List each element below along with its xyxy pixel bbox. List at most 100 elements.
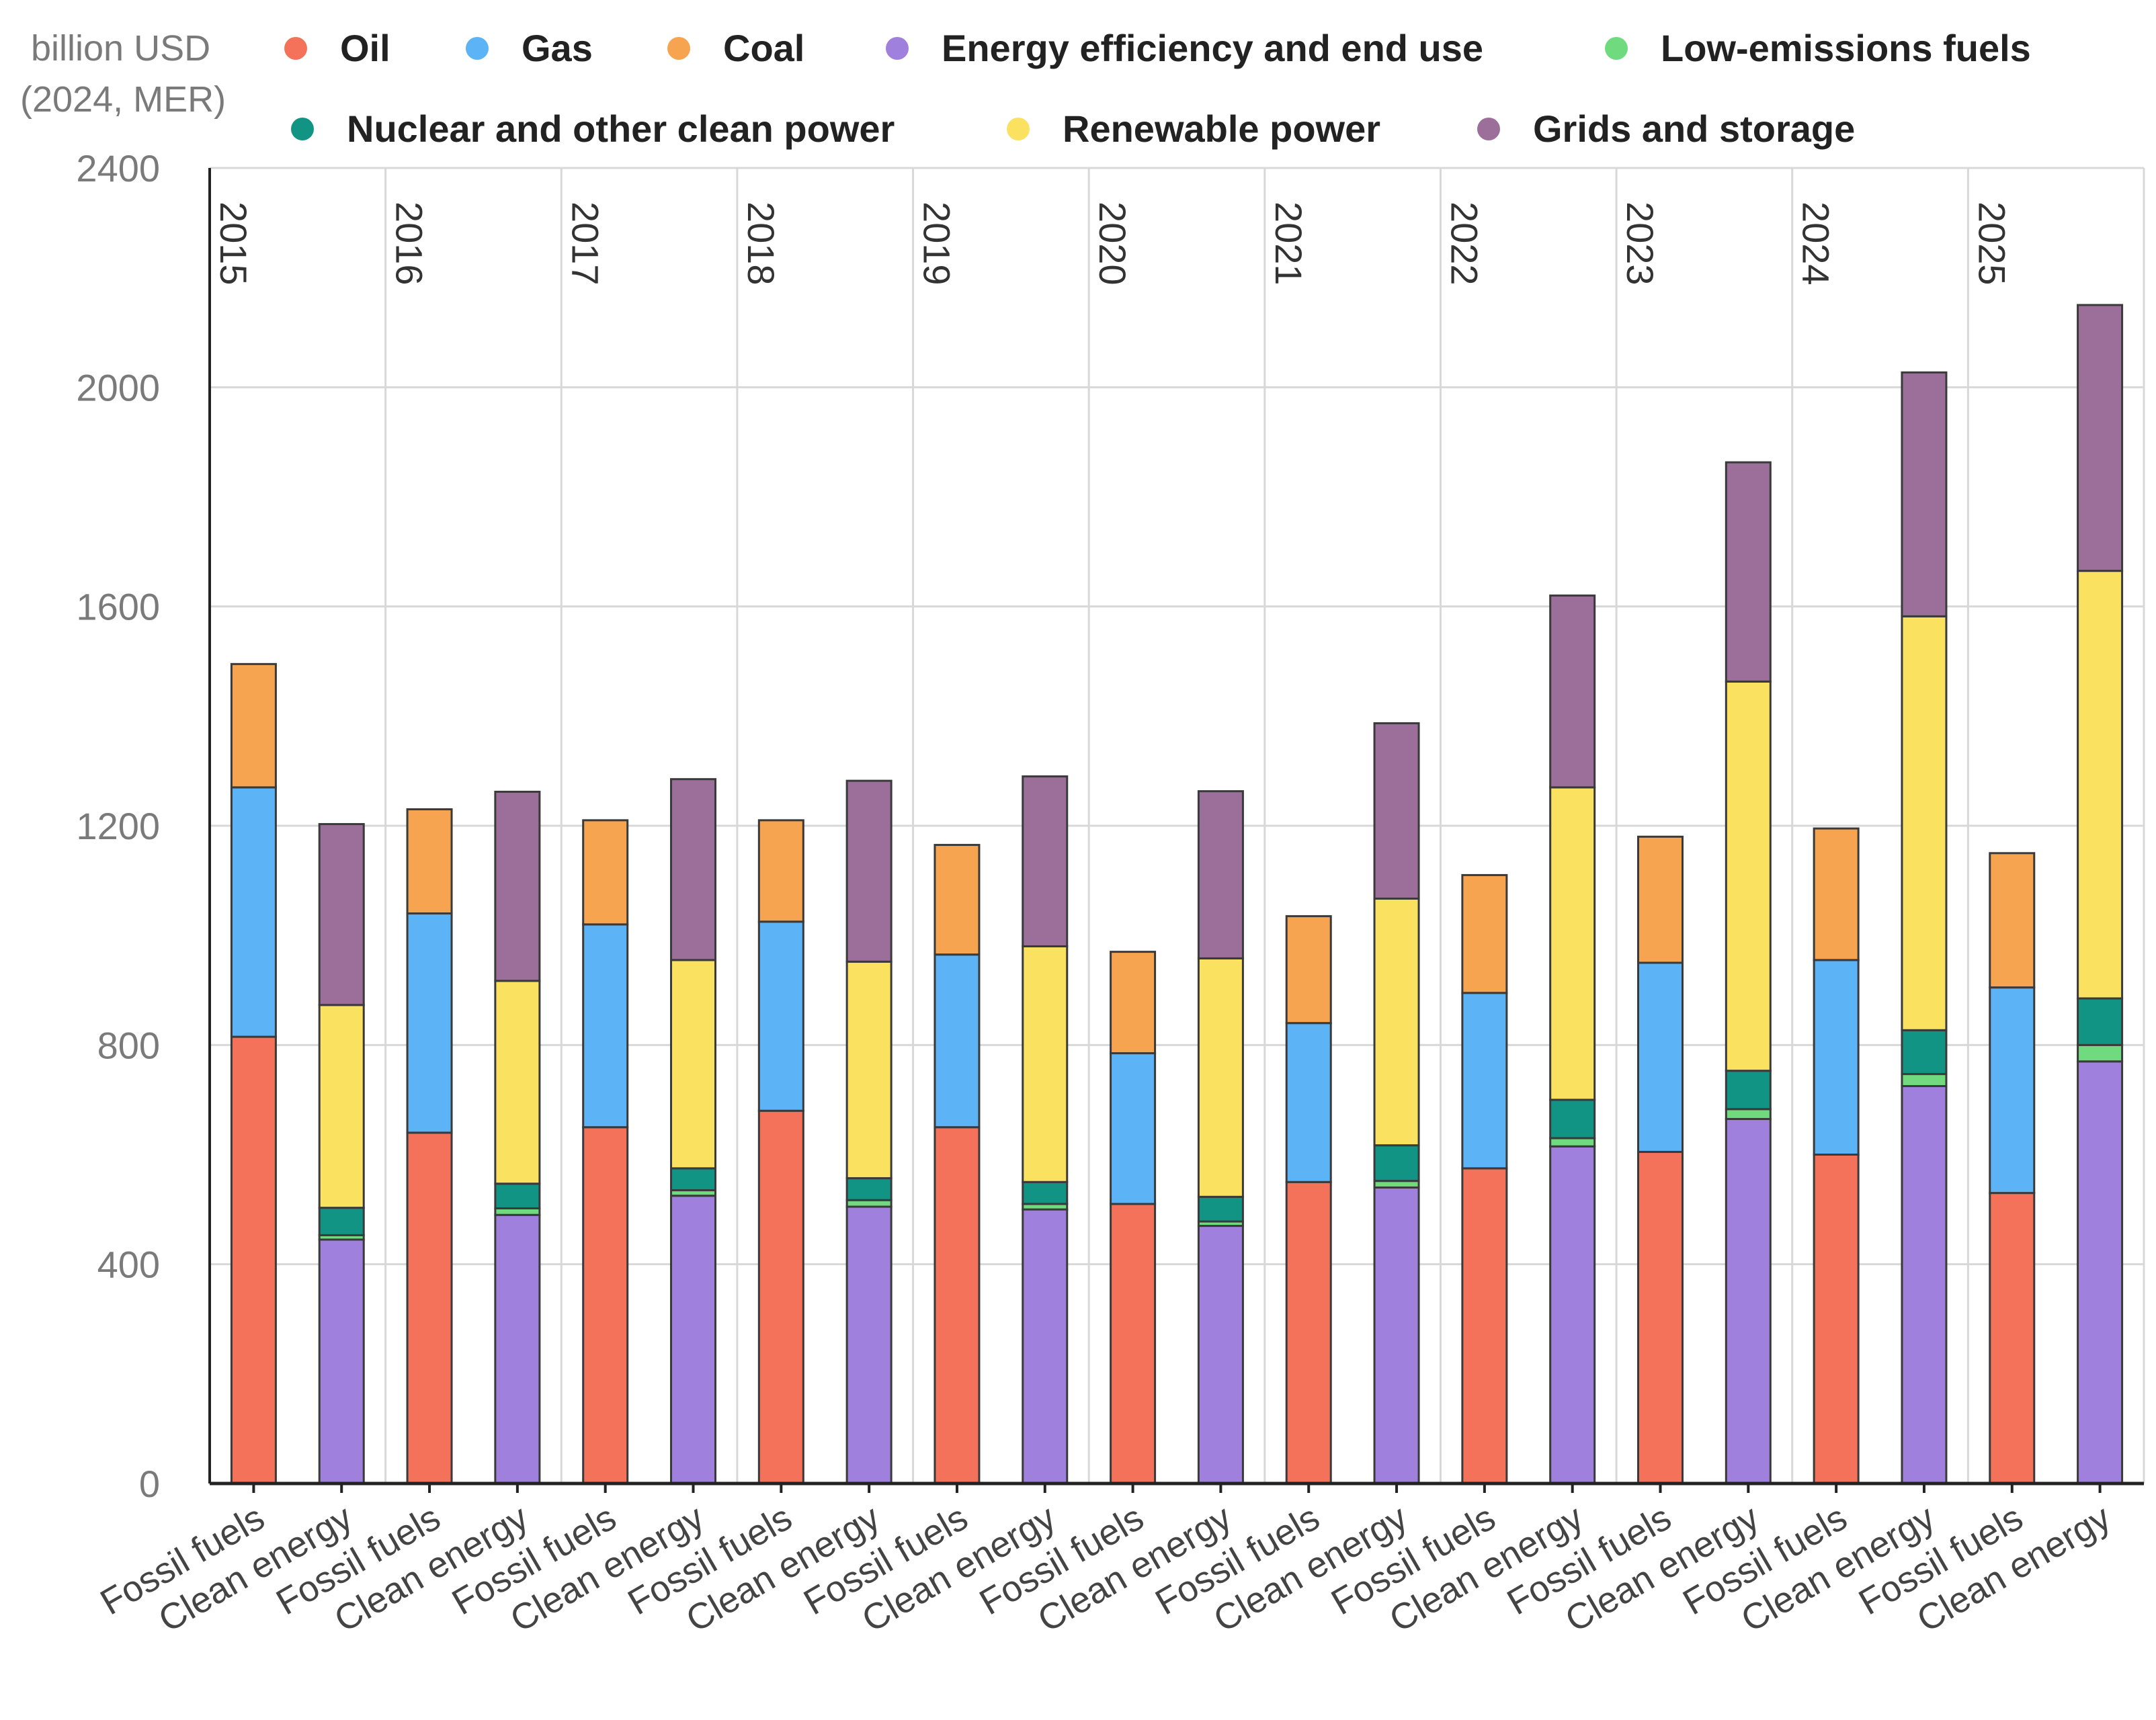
bar-clean-energy-2025 xyxy=(2077,304,2124,1485)
bar-segment-nuclear-2019 xyxy=(1022,1180,1069,1205)
bar-segment-grids-2022 xyxy=(1549,594,1596,789)
bar-segment-gas-2020 xyxy=(1110,1052,1157,1205)
bar-segment-grids-2015 xyxy=(318,823,365,1006)
bar-segment-oil-2020 xyxy=(1110,1203,1157,1485)
bar-segment-gas-2018 xyxy=(757,920,804,1112)
bar-segment-efficiency-2021 xyxy=(1373,1186,1420,1485)
year-label-2018: 2018 xyxy=(740,202,782,286)
bar-segment-renewables-2024 xyxy=(1901,615,1948,1031)
bar-segment-oil-2017 xyxy=(582,1126,629,1485)
bar-fossil-fuels-2024 xyxy=(1813,827,1860,1485)
legend-item-nuclear-and-other-clean-power: Nuclear and other clean power xyxy=(291,108,895,150)
bar-segment-grids-2025 xyxy=(2077,304,2124,572)
bar-segment-lowemissions-2023 xyxy=(1725,1108,1772,1120)
y-tick-label-1600: 1600 xyxy=(76,586,160,628)
y-tick-label-2400: 2400 xyxy=(76,147,160,189)
bar-segment-nuclear-2024 xyxy=(1901,1029,1948,1076)
year-label-2023: 2023 xyxy=(1619,202,1661,286)
bar-fossil-fuels-2018 xyxy=(757,819,804,1485)
year-label-2019: 2019 xyxy=(916,202,958,286)
bar-segment-oil-2022 xyxy=(1461,1167,1508,1485)
legend-item-energy-efficiency-and-end-use: Energy efficiency and end use xyxy=(886,27,1483,69)
bar-segment-oil-2021 xyxy=(1285,1180,1332,1485)
bar-segment-coal-2025 xyxy=(1989,852,2036,989)
bar-segment-renewables-2023 xyxy=(1725,680,1772,1072)
bar-segment-grids-2020 xyxy=(1197,790,1244,959)
bar-segment-coal-2018 xyxy=(757,819,804,923)
bar-segment-nuclear-2023 xyxy=(1725,1070,1772,1111)
bar-segment-renewables-2021 xyxy=(1373,898,1420,1147)
legend-label-grids: Grids and storage xyxy=(1533,108,1855,150)
bar-segment-efficiency-2017 xyxy=(670,1195,716,1485)
legend-label-coal: Coal xyxy=(723,27,804,69)
bar-segment-efficiency-2024 xyxy=(1901,1085,1948,1485)
bar-segment-nuclear-2015 xyxy=(318,1207,365,1236)
legend: billion USD (2024, MER) Oil Gas Coal Energy e… xyxy=(20,27,2031,150)
legend-swatch-coal xyxy=(667,37,690,60)
bar-segment-oil-2025 xyxy=(1989,1192,2036,1485)
bar-fossil-fuels-2019 xyxy=(934,844,981,1485)
year-label-2015: 2015 xyxy=(212,202,255,286)
legend-label-efficiency: Energy efficiency and end use xyxy=(942,27,1483,69)
bar-fossil-fuels-2025 xyxy=(1989,852,2036,1485)
year-label-2016: 2016 xyxy=(388,202,431,286)
bar-segment-lowemissions-2024 xyxy=(1901,1073,1948,1088)
bar-segment-grids-2019 xyxy=(1022,775,1069,947)
legend-swatch-gas xyxy=(466,37,489,60)
bar-clean-energy-2021 xyxy=(1373,722,1420,1485)
bar-segment-oil-2023 xyxy=(1637,1150,1684,1485)
year-label-2025: 2025 xyxy=(1971,202,2013,286)
legend-swatch-lowemissions xyxy=(1605,37,1628,60)
bar-segment-efficiency-2023 xyxy=(1725,1117,1772,1485)
y-tick-label-2000: 2000 xyxy=(76,366,160,408)
bar-segment-coal-2019 xyxy=(934,844,981,956)
bar-fossil-fuels-2016 xyxy=(406,808,453,1485)
bar-segment-renewables-2017 xyxy=(670,959,716,1170)
legend-label-nuclear: Nuclear and other clean power xyxy=(347,108,895,150)
bar-segment-efficiency-2016 xyxy=(494,1213,541,1485)
bar-segment-efficiency-2025 xyxy=(2077,1060,2124,1485)
legend-swatch-nuclear xyxy=(291,118,314,140)
legend-item-coal: Coal xyxy=(667,27,804,69)
bar-fossil-fuels-2015 xyxy=(230,662,277,1485)
bar-segment-grids-2016 xyxy=(494,790,541,982)
bar-segment-gas-2015 xyxy=(230,786,277,1038)
legend-item-low-emissions-fuels: Low-emissions fuels xyxy=(1605,27,2031,69)
bar-clean-energy-2018 xyxy=(845,779,893,1485)
year-label-2022: 2022 xyxy=(1443,202,1485,286)
unit-label-line1: billion USD xyxy=(31,28,210,69)
year-label-2024: 2024 xyxy=(1795,202,1837,286)
bar-segment-nuclear-2020 xyxy=(1197,1195,1244,1223)
bar-segment-renewables-2016 xyxy=(494,980,541,1185)
bar-segment-gas-2023 xyxy=(1637,961,1684,1153)
bar-segment-gas-2016 xyxy=(406,912,453,1134)
bars xyxy=(230,304,2124,1485)
bar-segment-nuclear-2022 xyxy=(1549,1099,1596,1140)
gridlines xyxy=(208,167,2145,1484)
bar-clean-energy-2024 xyxy=(1901,371,1948,1485)
bar-segment-nuclear-2017 xyxy=(670,1167,716,1192)
bar-segment-grids-2024 xyxy=(1901,371,1948,617)
y-tick-label-800: 800 xyxy=(97,1024,160,1066)
legend-item-oil: Oil xyxy=(284,27,390,69)
bar-segment-coal-2016 xyxy=(406,808,453,915)
bar-clean-energy-2020 xyxy=(1197,790,1244,1485)
bar-segment-oil-2019 xyxy=(934,1126,981,1485)
bar-segment-nuclear-2018 xyxy=(845,1177,893,1201)
bar-segment-oil-2018 xyxy=(757,1109,804,1485)
bar-segment-grids-2017 xyxy=(670,778,716,961)
bar-clean-energy-2022 xyxy=(1549,594,1596,1485)
bar-segment-nuclear-2021 xyxy=(1373,1144,1420,1182)
bar-segment-gas-2024 xyxy=(1813,959,1860,1156)
bar-segment-coal-2015 xyxy=(230,662,277,789)
bar-segment-renewables-2015 xyxy=(318,1004,365,1209)
bar-segment-coal-2023 xyxy=(1637,835,1684,964)
legend-swatch-efficiency xyxy=(886,37,909,60)
y-tick-label-0: 0 xyxy=(139,1463,160,1505)
bar-segment-lowemissions-2025 xyxy=(2077,1043,2124,1063)
bar-segment-coal-2017 xyxy=(582,819,629,926)
legend-item-renewable-power: Renewable power xyxy=(1007,108,1380,150)
unit-label-line2: (2024, MER) xyxy=(20,79,226,120)
legend-label-renewables: Renewable power xyxy=(1063,108,1380,150)
bar-clean-energy-2017 xyxy=(670,778,716,1485)
